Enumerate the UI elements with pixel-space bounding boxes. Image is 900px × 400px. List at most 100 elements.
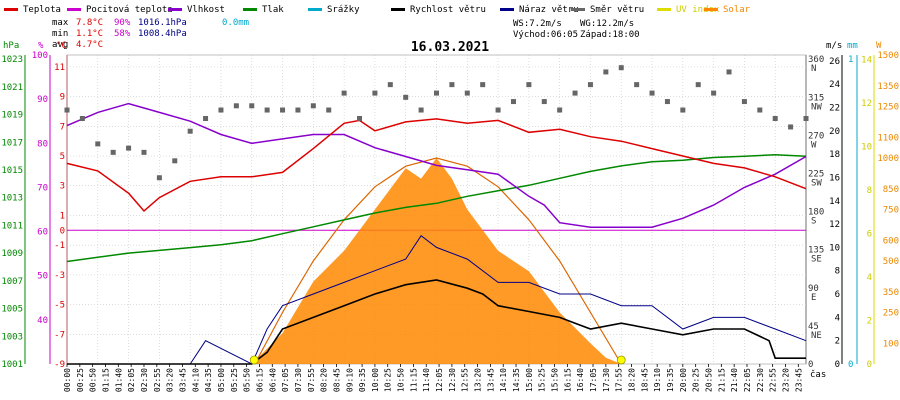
x-tick-label-39: 16:15 [563, 368, 572, 392]
solar-tick-2: 1250 [877, 103, 899, 113]
ms-tick-2: 22 [829, 103, 840, 113]
hpa-tick-5: 1013 [1, 194, 23, 204]
ms-tick-12: 2 [835, 337, 840, 347]
dir-tick-6: 90 [808, 284, 819, 294]
wind-direction-point-38 [649, 90, 655, 96]
wind-direction-point-16 [310, 103, 316, 109]
pct-tick-3: 70 [37, 183, 48, 193]
legend-label-4: Srážky [327, 5, 360, 15]
x-tick-label-32: 13:20 [474, 368, 483, 392]
ms-tick-7: 12 [829, 220, 840, 230]
temperature-line [66, 118, 807, 213]
hpa-tick-8: 1007 [1, 277, 23, 287]
wind-direction-point-28 [495, 107, 501, 113]
ms-tick-9: 8 [835, 267, 840, 277]
legend-label-8: UV index [676, 5, 720, 15]
wind-direction-point-22 [403, 94, 409, 100]
x-tick-label-46: 19:10 [653, 368, 662, 392]
temp-tick-7: -3 [54, 271, 65, 281]
wind-direction-point-13 [264, 107, 270, 113]
hpa-tick-6: 1011 [1, 221, 23, 231]
legend-label-6: Náraz větru [519, 5, 579, 15]
legend-swatch-4 [308, 8, 322, 11]
legend-label-5: Rychlost větru [410, 5, 486, 15]
wind-direction-point-35 [603, 69, 609, 75]
wind-direction-point-27 [480, 82, 486, 88]
x-tick-label-1: 00:25 [76, 368, 85, 392]
wind-direction-point-36 [618, 65, 624, 71]
ms-tick-3: 20 [829, 127, 840, 137]
wind-direction-point-29 [510, 99, 516, 105]
solar-tick-11: 100 [883, 339, 899, 349]
wind-direction-point-12 [249, 103, 255, 109]
dir-tick-3: 225 [808, 170, 824, 180]
legend-swatch-8 [657, 8, 671, 11]
legend-label-3: Tlak [262, 5, 284, 15]
wind-direction-point-37 [634, 82, 640, 88]
stat-min-hum: 58% [114, 29, 131, 39]
wind-direction-point-46 [772, 115, 778, 121]
wind-direction-point-17 [326, 107, 332, 113]
solar-tick-4: 1000 [877, 154, 899, 164]
wind-direction-point-40 [680, 107, 686, 113]
x-tick-label-14: 05:50 [243, 368, 252, 392]
temp-tick-5: 1 [60, 211, 65, 221]
uv-tick-3: 8 [867, 186, 872, 196]
temp-tick-4: 3 [60, 182, 65, 192]
x-tick-label-20: 08:20 [320, 368, 329, 392]
wind-direction-point-8 [187, 128, 193, 134]
hpa-axis-unit: hPa [3, 41, 19, 51]
temp-axis-unit: °C [56, 41, 67, 51]
dir-tick-4: 180 [808, 208, 824, 218]
solar-tick-10: 250 [883, 309, 899, 319]
pct-tick-1: 90 [37, 95, 48, 105]
uv-tick-7: 0 [867, 360, 872, 370]
x-tick-label-11: 04:35 [204, 368, 213, 392]
dir-label-7: NE [811, 331, 822, 341]
solar-tick-8: 500 [883, 257, 899, 267]
legend: Teplota Pocitová teplota Vlhkost Tlak Srážky… [4, 5, 751, 15]
x-tick-label-16: 06:40 [268, 368, 277, 392]
stat-max-press: 1016.1hPa [138, 18, 187, 28]
x-tick-label-47: 19:35 [666, 368, 675, 392]
x-tick-label-19: 07:55 [307, 368, 316, 392]
dir-label-5: SE [811, 255, 822, 265]
solar-area [67, 158, 806, 364]
solar-tick-9: 350 [883, 288, 899, 298]
x-tick-label-5: 02:05 [127, 368, 136, 392]
legend-swatch-1 [67, 8, 81, 11]
wind-direction-point-7 [172, 158, 178, 164]
uv-tick-1: 12 [861, 99, 872, 109]
stat-avg-label: avg [52, 40, 68, 50]
x-tick-label-56: 23:20 [782, 368, 791, 392]
solar-tick-6: 750 [883, 206, 899, 216]
hpa-tick-9: 1005 [1, 305, 23, 315]
x-tick-label-49: 20:25 [692, 368, 701, 392]
ms-tick-11: 4 [835, 313, 840, 323]
wind-direction-point-33 [572, 90, 578, 96]
mm-axis-unit: mm [847, 41, 858, 51]
temp-tick-10: -9 [54, 360, 65, 370]
mm-tick-0: 1 [848, 55, 853, 65]
wind-direction-point-1 [79, 115, 85, 121]
stat-min-press: 1008.4hPa [138, 29, 187, 39]
dir-tick-7: 45 [808, 322, 819, 332]
pct-axis-unit: % [38, 41, 44, 51]
wind-direction-point-14 [280, 107, 286, 113]
x-tick-label-25: 10:25 [384, 368, 393, 392]
x-tick-label-34: 14:10 [499, 368, 508, 392]
x-tick-label-42: 17:30 [602, 368, 611, 392]
ms-tick-10: 6 [835, 290, 840, 300]
legend-swatch-7 [571, 8, 585, 11]
legend-label-0: Teplota [23, 5, 61, 15]
dir-label-4: S [811, 217, 816, 227]
temp-tick-9: -7 [54, 330, 65, 340]
hpa-tick-1: 1021 [1, 83, 23, 93]
dir-label-0: N [811, 64, 816, 74]
stat-max-hum: 90% [114, 18, 131, 28]
x-tick-label-52: 21:40 [730, 368, 739, 392]
hpa-tick-7: 1009 [1, 249, 23, 259]
x-tick-label-35: 14:35 [512, 368, 521, 392]
x-tick-label-36: 15:00 [525, 368, 534, 392]
